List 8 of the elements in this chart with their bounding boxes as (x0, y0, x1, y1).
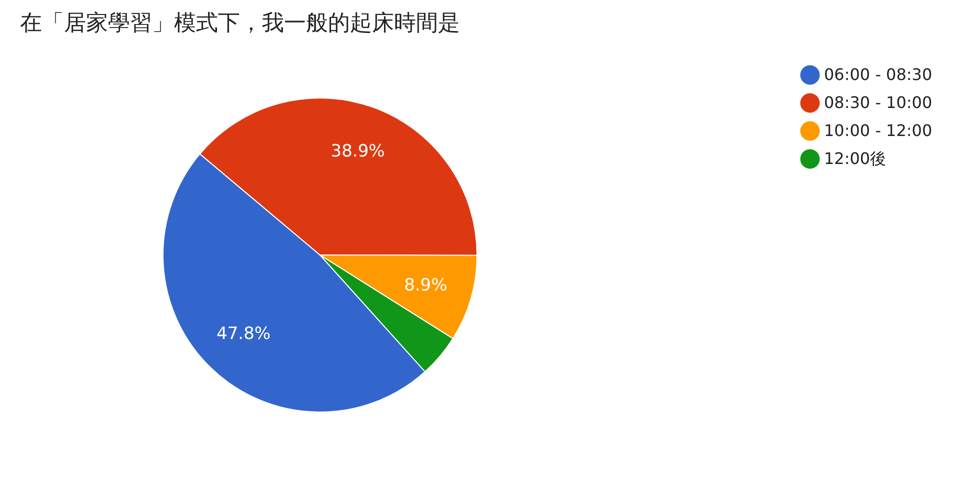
legend-label: 10:00 - 12:00 (824, 121, 932, 140)
data-label: 38.9% (330, 142, 385, 162)
chart-title: 在「居家學習」模式下，我一般的起床時間是 (20, 11, 460, 36)
legend-label: 06:00 - 08:30 (824, 65, 932, 84)
legend-label: 12:00後 (824, 149, 886, 168)
data-label: 8.9% (404, 276, 448, 296)
data-label: 47.8% (216, 324, 271, 344)
legend-label: 08:30 - 10:00 (824, 93, 932, 112)
